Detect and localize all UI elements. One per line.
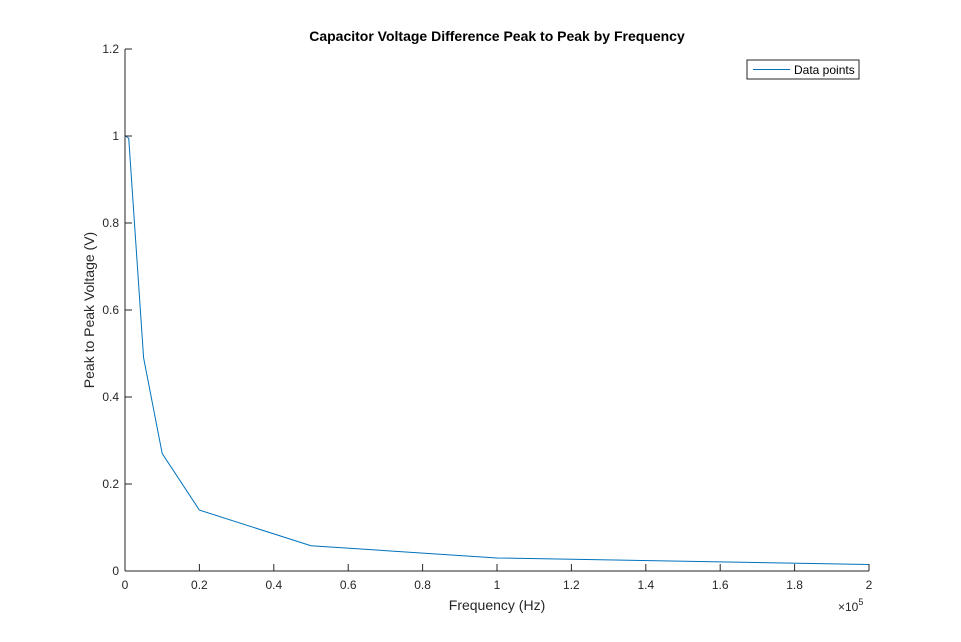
y-tick-label: 0.6 (102, 303, 119, 317)
x-tick-label: 1.8 (786, 578, 803, 592)
y-tick-label: 0.2 (102, 477, 119, 491)
y-tick-label: 0.8 (102, 216, 119, 230)
series-layer (125, 135, 870, 565)
x-ticks: 0 0.2 0.4 0.6 0.8 1 1.2 1.4 1.6 1.8 2 (122, 564, 873, 592)
x-tick-label: 0.8 (414, 578, 431, 592)
x-tick-label: 2 (866, 578, 873, 592)
x-tick-label: 0.6 (340, 578, 357, 592)
plot-area (125, 49, 869, 571)
y-tick-label: 0.4 (102, 390, 119, 404)
legend-box (746, 59, 860, 80)
series-line-0 (125, 135, 870, 565)
y-tick-label: 0 (112, 564, 119, 578)
y-ticks: 0 0.2 0.4 0.6 0.8 1 1.2 (102, 42, 132, 578)
x-axis-exponent: ×105 (838, 597, 863, 614)
x-axis-label: Frequency (Hz) (449, 597, 545, 613)
x-tick-label: 1.4 (637, 578, 654, 592)
legend-label-data-points: Data points (794, 63, 855, 77)
y-tick-label: 1 (112, 129, 119, 143)
x-axis-exponent-power: 5 (858, 597, 863, 607)
x-tick-label: 1 (494, 578, 501, 592)
chart-title: Capacitor Voltage Difference Peak to Pea… (309, 28, 685, 44)
x-tick-label: 0 (122, 578, 129, 592)
x-tick-label: 1.6 (712, 578, 729, 592)
plot-background (125, 49, 869, 571)
legend: Data points (746, 59, 860, 80)
y-axis-label: Peak to Peak Voltage (V) (81, 232, 97, 388)
x-tick-label: 0.4 (265, 578, 282, 592)
x-tick-label: 1.2 (563, 578, 580, 592)
x-axis-exponent-base: ×10 (838, 600, 859, 614)
x-tick-label: 0.2 (191, 578, 208, 592)
y-tick-label: 1.2 (102, 42, 119, 56)
